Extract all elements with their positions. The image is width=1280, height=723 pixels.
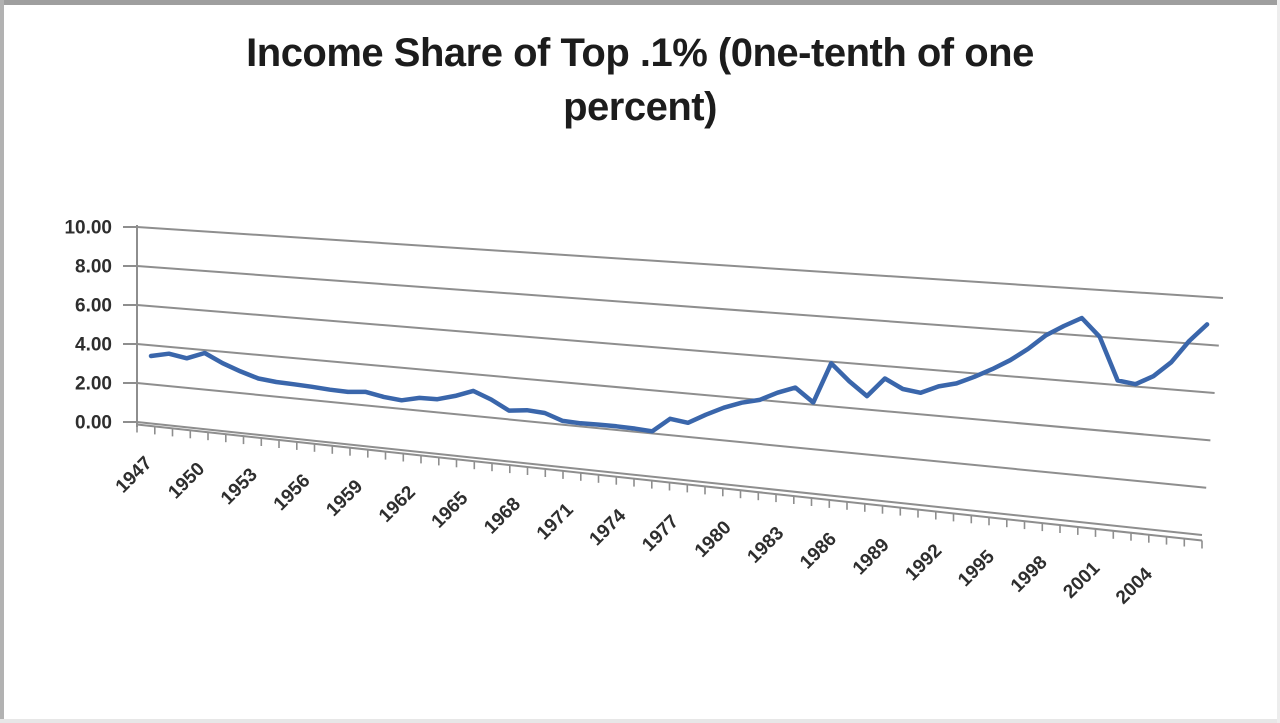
gridline-4 (136, 343, 1211, 442)
gridline-6 (136, 304, 1215, 394)
y-axis-label: 10.00 (64, 218, 112, 239)
x-axis-label-1998: 1998 (1007, 552, 1052, 597)
frame-border-top (0, 0, 1280, 5)
x-axis-label-1947: 1947 (112, 453, 157, 498)
x-axis-label-1983: 1983 (744, 523, 789, 568)
x-axis-label-1986: 1986 (796, 529, 841, 574)
x-axis-label-1974: 1974 (586, 505, 631, 550)
chart-title: Income Share of Top .1% (0ne-tenth of on… (0, 26, 1280, 134)
x-axis-label-1977: 1977 (638, 511, 683, 556)
gridline-2 (136, 382, 1207, 489)
y-axis-label: 2.00 (75, 374, 112, 395)
frame-border-left (0, 0, 4, 723)
frame-border-bottom (0, 719, 1280, 723)
x-axis-label-1959: 1959 (322, 476, 367, 521)
chart-title-line1: Income Share of Top .1% (0ne-tenth of on… (246, 31, 1034, 75)
gridline-0 (136, 421, 1203, 536)
chart-title-line2: percent) (563, 85, 717, 129)
x-axis-label-1953: 1953 (217, 464, 262, 509)
x-axis-label-2001: 2001 (1059, 558, 1104, 603)
x-axis-label-1971: 1971 (533, 499, 578, 544)
x-axis-label-1995: 1995 (954, 546, 999, 591)
frame-border-right (1277, 0, 1280, 723)
x-axis-label-1965: 1965 (428, 487, 473, 532)
data-series-line (148, 315, 1210, 434)
y-axis-label: 4.00 (75, 335, 112, 356)
x-axis-label-1992: 1992 (901, 540, 946, 585)
x-axis-label-1989: 1989 (849, 535, 894, 580)
x-axis-label-1962: 1962 (375, 482, 420, 527)
x-axis-label-1980: 1980 (691, 517, 736, 562)
x-axis-label-1968: 1968 (480, 494, 525, 539)
x-axis-label-2004: 2004 (1112, 563, 1157, 608)
gridline-8 (136, 265, 1219, 347)
x-axis-label-1956: 1956 (270, 470, 315, 515)
gridline-10 (136, 226, 1224, 299)
y-axis-label: 8.00 (75, 257, 112, 278)
x-axis-label-1950: 1950 (164, 459, 209, 504)
y-axis-label: 0.00 (75, 413, 112, 434)
y-axis-label: 6.00 (75, 296, 112, 317)
